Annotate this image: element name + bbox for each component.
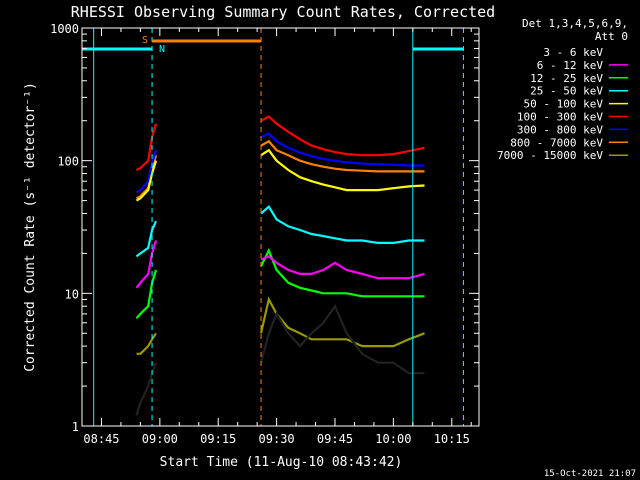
plot-frame [81,27,480,427]
series-line [260,132,425,167]
x-tick-label: 09:45 [317,432,353,446]
night-flag-label: N [159,44,165,55]
saa-flag-label: S [142,35,148,46]
x-tick-label: 09:00 [142,432,178,446]
x-tick-label: 09:15 [200,432,236,446]
x-tick-label: 10:15 [434,432,470,446]
legend-header-line-1: Det 1,3,4,5,6,9, [522,17,628,30]
series-line [260,148,425,192]
legend-label: 6 - 12 keV [537,59,604,72]
series-line [136,332,157,355]
legend-label: 100 - 300 keV [517,111,603,124]
legend-label: 7000 - 15000 keV [497,149,603,162]
x-axis-label: Start Time (11-Aug-10 08:43:42) [160,455,403,470]
y-axis: 1 10 100 1000 [50,22,479,434]
y-tick-label: 1000 [50,22,79,36]
series-line [260,139,425,173]
chart-title: RHESSI Observing Summary Count Rates, Co… [71,3,495,21]
legend-label: 50 - 100 keV [524,98,604,111]
legend-header-line-2: Att 0 [595,30,628,43]
series-line [260,255,425,280]
legend-label: 25 - 50 keV [530,85,603,98]
x-tick-label: 09:30 [259,432,295,446]
y-tick-label: 100 [57,155,79,169]
y-tick-label: 10 [65,287,79,301]
legend-label: 800 - 7000 keV [510,136,603,149]
x-tick-label: 08:45 [83,432,119,446]
series-line [260,205,425,244]
y-tick-label: 1 [72,420,79,434]
plot-area: SN [82,28,464,426]
series-line [135,362,158,416]
series-line [135,123,158,171]
x-axis: 08:45 09:00 09:15 09:30 09:45 10:00 10:15 [81,28,472,446]
y-axis-label: Corrected Count Rate (s⁻¹ detector⁻¹) [23,82,38,372]
series-line [135,160,158,202]
series-line [135,269,158,319]
series-line [135,220,158,258]
legend-label: 3 - 6 keV [543,46,603,59]
legend-label: 300 - 800 keV [517,123,603,136]
timestamp: 15-Oct-2021 21:07 [544,469,636,479]
x-tick-label: 10:00 [375,432,411,446]
series-line [135,240,158,289]
series-line [260,115,425,157]
legend-label: 12 - 25 keV [530,72,603,85]
series-line [135,149,158,194]
series-line [259,303,425,375]
series-line [260,247,425,298]
